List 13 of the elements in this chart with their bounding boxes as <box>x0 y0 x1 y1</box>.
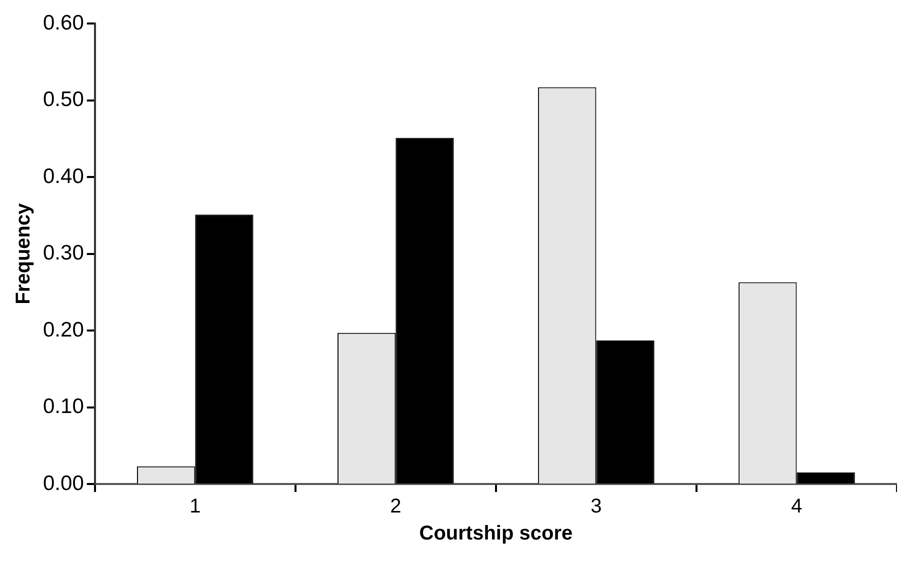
y-axis-title: Frequency <box>12 202 35 304</box>
y-tick-label: 0.30 <box>42 242 84 265</box>
x-tick-label: 3 <box>590 496 602 518</box>
y-tick-label: 0.10 <box>42 395 84 418</box>
y-tick-label: 0.60 <box>42 11 84 34</box>
x-tick-label: 2 <box>390 496 402 518</box>
x-tick-label: 1 <box>190 496 201 518</box>
y-tick-label: 0.50 <box>42 88 84 112</box>
y-tick-label: 0.00 <box>42 472 84 495</box>
y-tick-label: 0.40 <box>42 164 84 188</box>
x-axis-title: Courtship score <box>419 522 573 545</box>
y-tick-label: 0.20 <box>42 318 84 342</box>
x-tick-label: 4 <box>791 496 802 518</box>
